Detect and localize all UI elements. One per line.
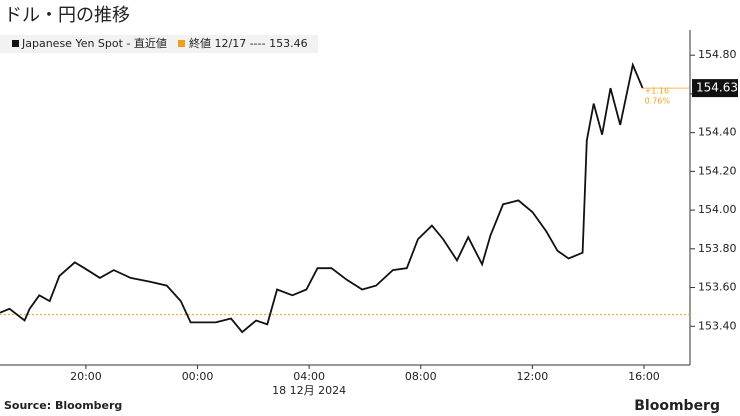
y-tick-label: 153.60 — [698, 281, 737, 294]
x-tick-label: 08:00 — [405, 370, 437, 383]
annotation: 0.76% — [645, 97, 671, 106]
y-tick-label: 154.40 — [698, 126, 737, 139]
legend-swatch — [12, 40, 19, 47]
legend-swatch — [178, 40, 185, 47]
legend-bg — [0, 35, 318, 53]
annotation: +1.16 — [645, 87, 670, 96]
y-tick-label: 154.80 — [698, 48, 737, 61]
y-tick-label: 154.20 — [698, 164, 737, 177]
y-tick-label: 154.00 — [698, 203, 737, 216]
legend-value: 153.46 — [269, 37, 308, 50]
x-tick-label: 04:00 — [293, 370, 325, 383]
legend-label: Japanese Yen Spot - 直近値 — [21, 36, 167, 50]
series-line — [0, 61, 644, 334]
source: Source: Bloomberg — [4, 399, 122, 412]
y-tick-label: 153.40 — [698, 319, 737, 332]
last-value-box — [692, 79, 738, 98]
y-tick-label: 153.80 — [698, 242, 737, 255]
legend-label: 終値 12/17 ---- 153.46 — [189, 36, 308, 50]
last-value-label: 154.63 — [696, 81, 738, 95]
x-tick-label: 16:00 — [628, 370, 660, 383]
x-tick-label: 20:00 — [70, 370, 102, 383]
legend-name: 終値 12/17 ---- — [189, 36, 266, 50]
x-axis-label: 18 12月 2024 — [272, 384, 346, 397]
chart-title: ドル・円の推移 — [4, 5, 130, 26]
logo: Bloomberg — [634, 398, 720, 414]
x-tick-label: 00:00 — [182, 370, 214, 383]
x-tick-label: 12:00 — [517, 370, 549, 383]
